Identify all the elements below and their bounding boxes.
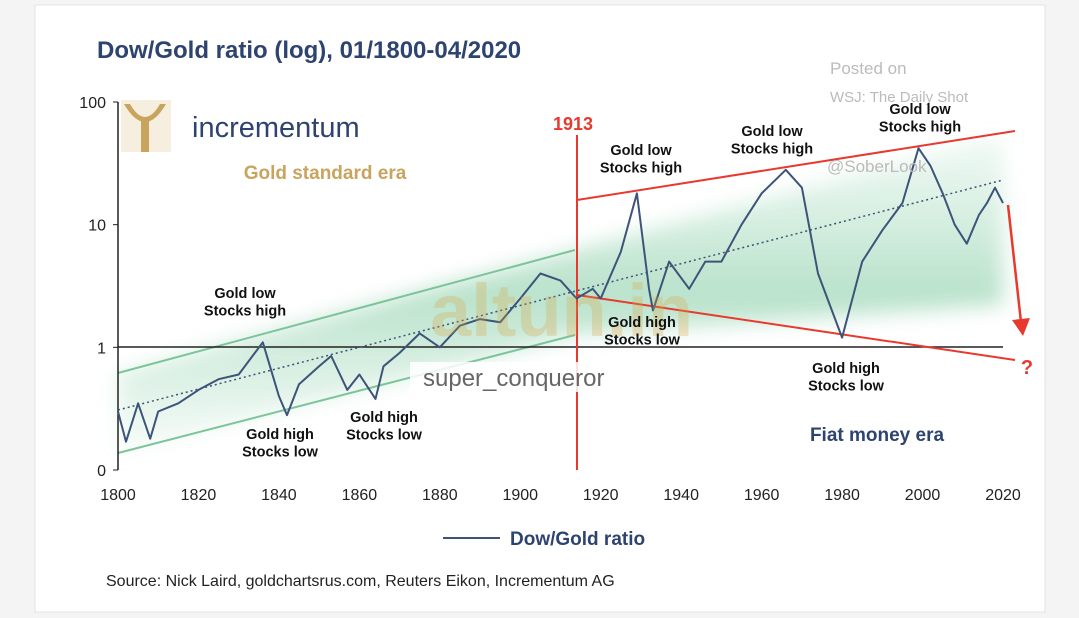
arrow-head [1012, 318, 1030, 336]
channel-line [117, 249, 576, 374]
annotation: Stocks low [242, 445, 318, 461]
annotation: Gold high [246, 427, 314, 443]
x-tick-label: 1820 [181, 487, 217, 504]
annotation: Gold high [608, 315, 676, 331]
annotation: Fiat money era [810, 425, 945, 446]
annotation: Gold high [812, 361, 880, 377]
x-tick-label: 2020 [985, 487, 1021, 504]
user-tag: super_conqueror [423, 365, 604, 392]
x-tick-label: 2000 [905, 487, 941, 504]
chart-title: Dow/Gold ratio (log), 01/1800-04/2020 [97, 37, 521, 64]
legend-label: Dow/Gold ratio [510, 529, 645, 550]
annotation: ? [1021, 357, 1033, 379]
logo-icon [121, 100, 171, 152]
series-line [117, 147, 1004, 443]
y-tick-label: 100 [79, 95, 106, 112]
annotation: Gold low [741, 124, 803, 140]
posted-note: @SoberLook [827, 157, 927, 176]
annotation: Stocks low [604, 333, 680, 349]
annotation: Gold low [889, 102, 951, 118]
x-tick-label: 1940 [663, 487, 699, 504]
annotation: Stocks low [346, 428, 422, 444]
posted-note: WSJ: The Daily Shot [830, 89, 969, 106]
x-tick-label: 1920 [583, 487, 619, 504]
posted-note: Posted on [830, 59, 907, 78]
arrow [1006, 204, 1023, 323]
trend-line [117, 179, 1004, 411]
watermark: altun.in [430, 269, 693, 352]
annotation: Gold standard era [244, 163, 407, 184]
channel-red [576, 130, 1016, 201]
annotation: Gold low [610, 143, 672, 159]
annotation: Stocks low [808, 379, 884, 395]
annotation: Stocks high [600, 161, 682, 177]
y-tick-label: 10 [88, 218, 106, 235]
annotation: Stocks high [204, 304, 286, 320]
x-tick-label: 1980 [824, 487, 860, 504]
x-tick-label: 1960 [744, 487, 780, 504]
annotation: 1913 [553, 114, 593, 134]
x-tick-label: 1900 [502, 487, 538, 504]
user-tag-bg [410, 362, 660, 392]
x-tick-label: 1880 [422, 487, 458, 504]
channel-red [576, 294, 1016, 361]
y-tick-label: 1 [97, 340, 106, 357]
x-tick-label: 1840 [261, 487, 297, 504]
annotation: Stocks high [879, 120, 961, 136]
source: Source: Nick Laird, goldchartsrus.com, R… [106, 573, 615, 590]
x-tick-label: 1800 [100, 487, 136, 504]
annotation: Gold high [350, 410, 418, 426]
x-tick-label: 1860 [342, 487, 378, 504]
y-tick-label: 0 [97, 463, 106, 480]
annotation: Gold low [214, 286, 276, 302]
annotation: Stocks high [731, 142, 813, 158]
logo-text: incrementum [192, 112, 360, 144]
channel-line [117, 334, 576, 454]
